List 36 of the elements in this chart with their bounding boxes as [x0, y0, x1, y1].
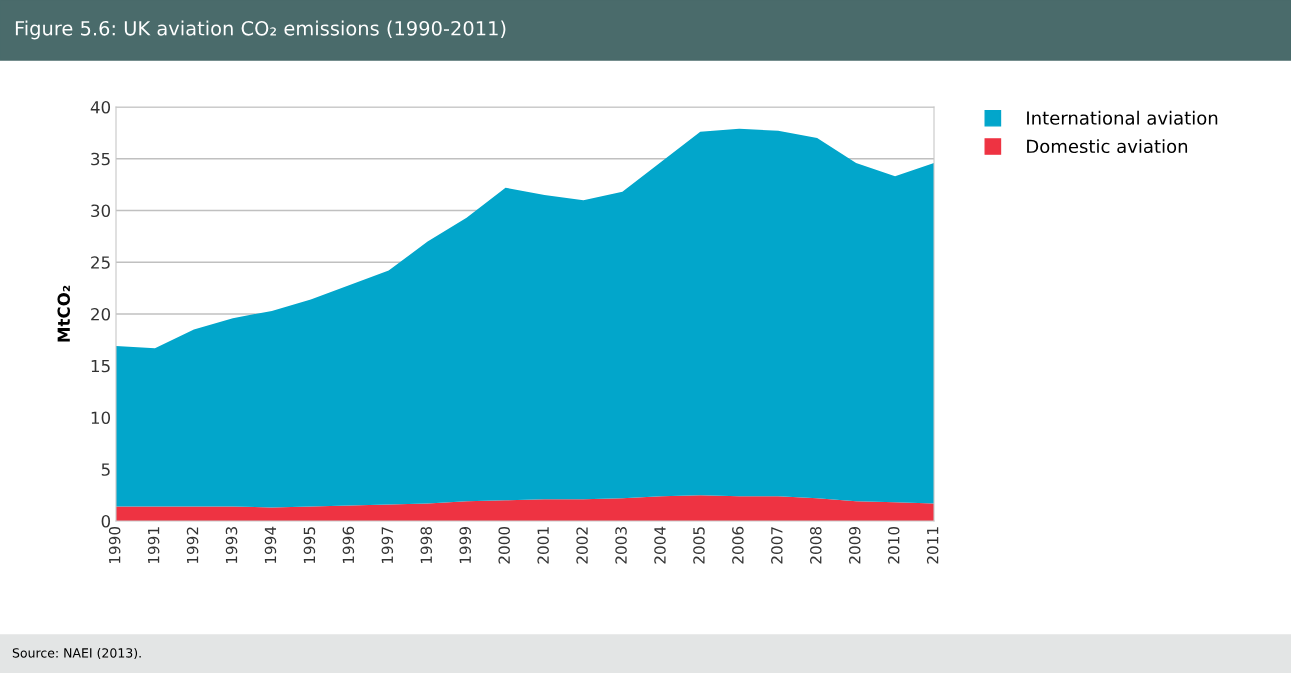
x-tick-label: 2006: [732, 526, 744, 564]
x-tick-label: 1996: [342, 526, 355, 564]
y-tick-label: 25: [91, 256, 110, 269]
legend-label: Domestic aviation: [1027, 139, 1188, 154]
x-tick-label: 1997: [381, 527, 394, 564]
legend-label: International aviation: [1027, 110, 1218, 125]
x-tick-label: 1998: [420, 526, 433, 564]
x-tick-label: 1992: [186, 527, 199, 564]
y-tick-label: 20: [91, 307, 111, 321]
x-tick-label: 2010: [887, 526, 900, 564]
source-note: Source: NAEI (2013).: [12, 647, 141, 660]
y-tick-label: 15: [91, 359, 110, 373]
x-tick-label: 2009: [848, 526, 861, 564]
y-tick-label: 35: [91, 152, 110, 166]
y-tick-label: 40: [90, 100, 111, 114]
x-tick-label: 2004: [654, 526, 666, 564]
x-tick-label: 1994: [264, 526, 277, 564]
y-axis-title: MtCO₂: [57, 285, 71, 342]
x-tick-label: 2005: [693, 527, 705, 564]
x-tick-label: 1993: [225, 527, 238, 564]
x-tick-label: 1990: [108, 526, 121, 564]
x-tick-label: 2002: [576, 527, 588, 564]
y-tick-label: 10: [91, 411, 111, 425]
x-tick-label: 2001: [537, 527, 549, 564]
x-tick-label: 1991: [147, 527, 160, 564]
x-tick-label: 2007: [771, 527, 783, 564]
y-tick-label: 30: [91, 204, 111, 218]
x-tick-label: 2008: [810, 526, 822, 564]
x-tick-label: 2000: [498, 526, 510, 564]
y-tick-label: 5: [101, 463, 110, 476]
x-tick-label: 2011: [926, 527, 939, 564]
x-tick-label: 1995: [303, 527, 316, 564]
x-tick-label: 1999: [459, 526, 471, 564]
chart-title: Figure 5.6: UK aviation CO₂ emissions (1990-2011): [15, 20, 506, 40]
y-tick-label: 0: [101, 514, 111, 528]
x-tick-label: 2003: [615, 527, 627, 564]
